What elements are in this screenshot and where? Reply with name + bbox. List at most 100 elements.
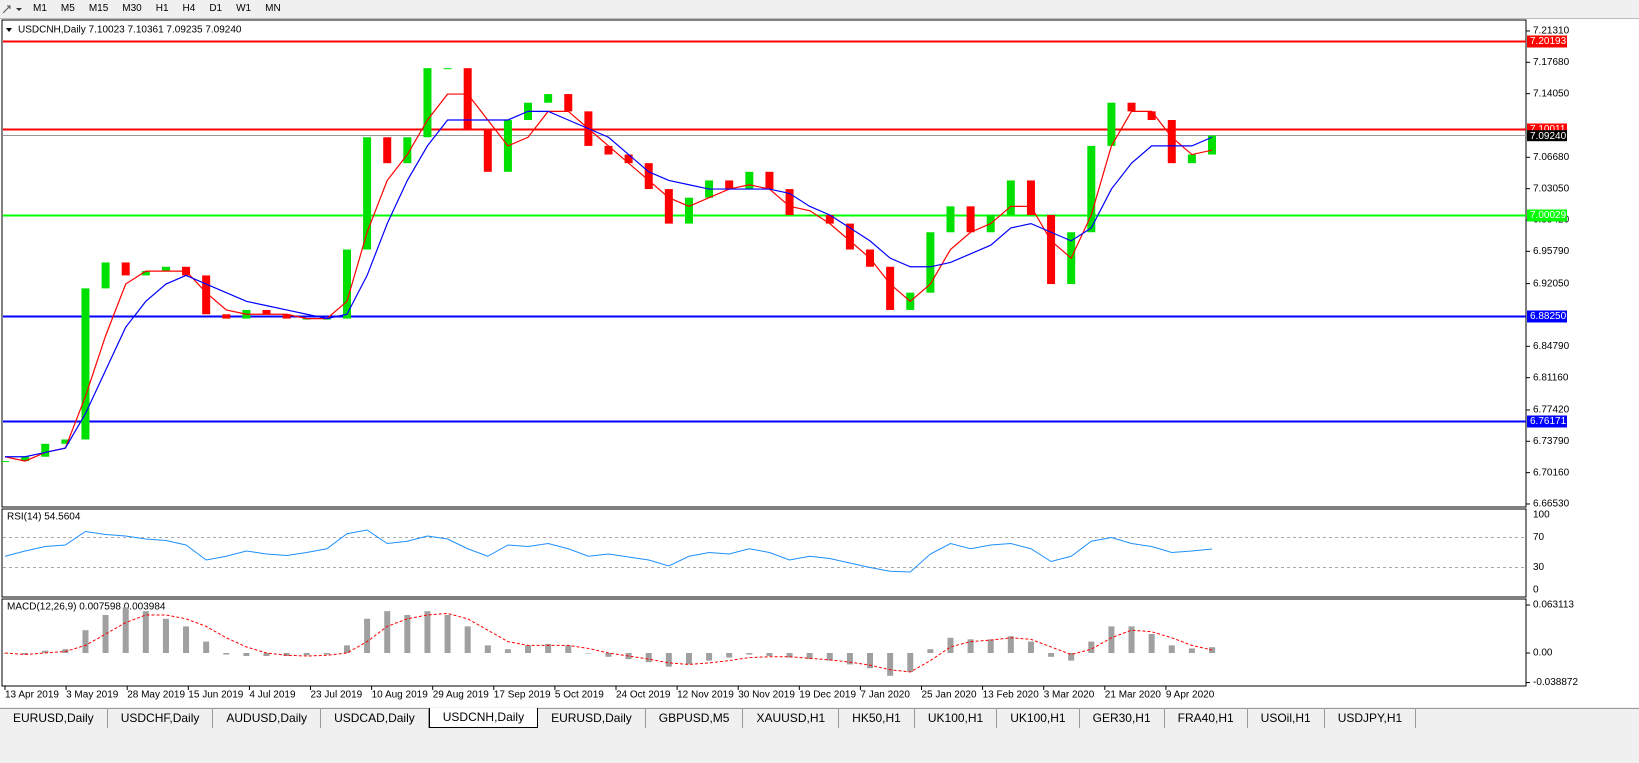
chart-tab[interactable]: UK100,H1 (997, 709, 1080, 728)
candle (926, 232, 935, 293)
toolbar-icon[interactable] (0, 1, 26, 17)
candle (383, 137, 392, 164)
rsi-title: RSI(14) 54.5604 (7, 512, 81, 523)
candle (624, 154, 633, 164)
macd-bar (404, 614, 411, 653)
candle (21, 456, 30, 462)
y-tick-label: 6.77420 (1533, 405, 1570, 416)
timeframe-button[interactable]: H1 (155, 3, 169, 14)
candle (282, 314, 291, 319)
candle (805, 214, 814, 216)
rsi-frame (1, 508, 1527, 598)
x-tick-label: 29 Aug 2019 (433, 690, 490, 701)
x-tick-label: 28 May 2019 (127, 690, 185, 701)
y-tick-label: 7.21310 (1533, 26, 1570, 37)
candle (1127, 102, 1136, 112)
y-tick-label: 30 (1533, 562, 1545, 573)
y-tick-label: 100 (1533, 510, 1550, 521)
chart-tab[interactable]: XAUUSD,H1 (743, 709, 840, 728)
timeframe-button[interactable]: M1 (33, 3, 47, 14)
timeframe-button[interactable]: M30 (122, 3, 142, 14)
level-label: 6.76171 (1530, 416, 1567, 427)
header-arrow (6, 28, 12, 32)
macd-bar (1209, 647, 1215, 653)
macd-bar (364, 618, 371, 653)
chart-tab[interactable]: FRA40,H1 (1164, 709, 1248, 728)
chart-tab[interactable]: EURUSD,Daily (538, 709, 646, 728)
timeframe-button[interactable]: MN (265, 3, 281, 14)
x-tick-label: 19 Dec 2019 (799, 690, 856, 701)
macd-signal (4, 612, 1213, 673)
chart-tab[interactable]: AUDUSD,Daily (213, 709, 322, 728)
macd-bar (504, 649, 511, 653)
level-label: 6.88250 (1530, 311, 1567, 322)
y-tick-label: 0.063113 (1533, 600, 1574, 611)
timeframe-button[interactable]: H4 (182, 3, 196, 14)
level-label-bg (1527, 415, 1567, 428)
chart-bg (0, 19, 1639, 707)
y-tick-label: 7.06680 (1533, 152, 1570, 163)
macd-bar (987, 639, 994, 653)
moving-average (4, 93, 1213, 462)
macd-bar (1108, 626, 1115, 653)
macd-bar (525, 645, 532, 653)
chart-tab[interactable]: UK100,H1 (914, 709, 998, 728)
timeframe-button[interactable]: D1 (209, 3, 223, 14)
chart-tab[interactable]: USOil,H1 (1247, 709, 1325, 728)
macd-bar (82, 630, 89, 653)
chart-tab[interactable]: GER30,H1 (1079, 709, 1165, 728)
macd-bar (464, 626, 471, 653)
macd-bar (887, 652, 894, 676)
macd-bar (223, 652, 230, 655)
chart-tab[interactable]: HK50,H1 (839, 709, 915, 728)
x-tick-label: 17 Sep 2019 (494, 690, 551, 701)
y-tick-label: 6.95790 (1533, 246, 1570, 257)
candle (483, 128, 492, 172)
x-tick-label: 10 Aug 2019 (372, 690, 429, 701)
x-tick-label: 9 Apr 2020 (1166, 690, 1215, 701)
macd-bar (927, 649, 934, 653)
macd-bar (42, 650, 49, 653)
macd-bar (1188, 648, 1195, 653)
macd-bar (907, 652, 914, 673)
macd-frame (1, 598, 1527, 687)
chart-tab[interactable]: USDJPY,H1 (1324, 709, 1417, 728)
timeframe-button[interactable]: M15 (88, 3, 109, 14)
candle (1107, 102, 1116, 146)
chart-tab[interactable]: GBPUSD,M5 (645, 709, 744, 728)
candle (785, 189, 794, 215)
macd-bar (122, 607, 129, 653)
candle (121, 262, 130, 276)
macd-bar (1048, 652, 1055, 657)
y-tick-label: 6.70160 (1533, 467, 1570, 478)
candle (363, 137, 372, 250)
chart-tab[interactable]: USDCHF,Daily (107, 709, 214, 728)
chart-tab[interactable]: EURUSD,Daily (0, 709, 108, 728)
candle (423, 68, 432, 138)
candle (765, 171, 774, 190)
candle (745, 171, 754, 190)
chart-tab[interactable]: USDCNH,Daily (428, 708, 539, 728)
candle (966, 206, 975, 233)
timeframe-button[interactable]: W1 (236, 3, 252, 14)
y-tick-label: 6.73790 (1533, 436, 1570, 447)
macd-bar (665, 652, 672, 667)
candle (463, 68, 472, 129)
macd-bar (283, 652, 290, 657)
candle (664, 189, 673, 224)
candle (41, 443, 50, 457)
timeframe-button[interactable]: M5 (60, 3, 75, 14)
macd-bar (1027, 641, 1034, 653)
macd-bar (1088, 641, 1095, 653)
x-tick-label: 13 Apr 2019 (5, 690, 59, 701)
chart-header: USDCNH,Daily 7.10023 7.10361 7.09235 7.0… (18, 25, 242, 36)
candle (644, 163, 653, 190)
macd-bar (384, 611, 391, 653)
macd-title: MACD(12,26,9) 0.007598 0.003984 (7, 602, 166, 613)
x-tick-label: 4 Jul 2019 (249, 690, 296, 701)
y-tick-label: 6.81160 (1533, 372, 1569, 383)
candle (1, 461, 9, 463)
chart-tab[interactable]: USDCAD,Daily (321, 709, 429, 728)
x-tick-label: 30 Nov 2019 (738, 690, 795, 701)
candle (886, 266, 895, 310)
